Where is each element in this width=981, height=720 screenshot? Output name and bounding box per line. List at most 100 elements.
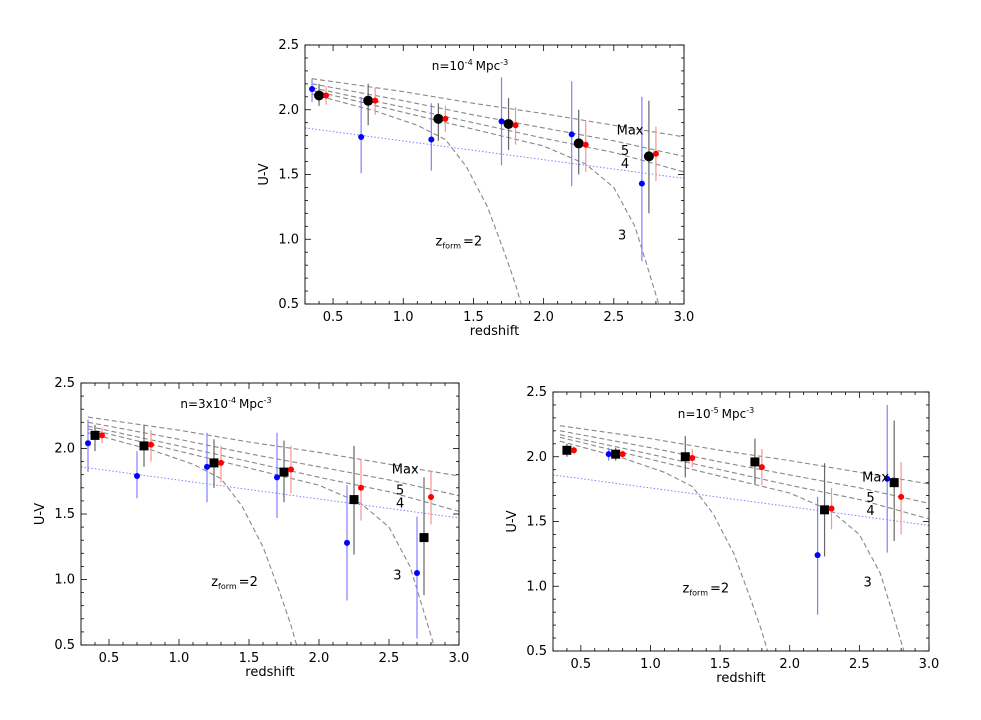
plot-frame [80,382,460,646]
model-curve-4 [559,440,769,651]
blue-point [358,133,365,140]
y-tick-label: 2.0 [54,442,75,457]
label-4: 4 [621,157,629,172]
y-tick-label: 2.5 [54,376,75,391]
label-4: 4 [396,496,404,511]
red-point [323,92,330,99]
panel-title-title-main: n=3x10 [180,397,228,411]
label-max: Max [862,470,889,485]
red-point [570,447,577,454]
y-tick-label: 1.5 [278,168,299,183]
black-point [349,495,359,505]
x-tick-label: 1.5 [239,651,260,666]
dotted-reference-line [553,474,929,526]
blue-point [884,475,891,482]
y-tick-label: 1.5 [54,507,75,522]
black-point [314,90,325,101]
y-tick-label: 1.5 [526,515,547,530]
model-curve-4 [87,432,298,645]
panel-title: n=3x10-4 Mpc-3 [180,396,271,411]
x-axis-label: redshift [470,324,519,339]
red-point [582,141,589,148]
label-3: 3 [618,228,626,243]
red-point [428,493,434,500]
plot-frame [304,44,685,305]
black-point [820,505,830,515]
y-tick-label: 0.5 [54,638,75,653]
y-tick-label: 2.5 [278,38,299,53]
x-tick-label: 0.5 [323,310,344,325]
label-zform: zform =2 [683,582,730,598]
model-curve-0 [311,78,684,138]
x-tick-label: 2.5 [379,651,400,666]
black-point [643,151,654,162]
y-tick-label: 0.5 [526,644,547,659]
panel-title-title-unit: Mpc [476,59,501,73]
panel-title: n=10-5 Mpc-3 [678,406,754,421]
model-curve-0 [87,416,459,477]
x-tick-label: 0.5 [99,651,120,666]
black-point [433,113,444,124]
chart-panel-bottom-left: 0.5 1.0 1.5 2.0 2.5 3.0 0.5 1.0 1.5 2.0 2.5 redshif… [33,376,469,680]
plot-area [81,416,459,645]
panel-title-title-unit-exp: -3 [746,406,754,415]
x-tick-label: 2.5 [849,657,870,672]
blue-point [414,569,420,576]
black-point [90,430,100,440]
x-tick-label: 3.0 [449,651,470,666]
red-point [689,455,696,462]
x-axis-label: redshift [245,665,294,680]
panel-title-title-unit: Mpc [722,407,747,421]
label-zform-val: =2 [463,235,482,250]
x-tick-label: 2.0 [779,657,800,672]
label-zform-sub: form [689,589,708,598]
x-tick-label: 1.5 [710,657,731,672]
dotted-reference-line [305,127,684,179]
black-point [419,533,429,543]
model-curve-3 [559,436,905,651]
red-point [758,464,765,471]
label-3: 3 [864,575,872,590]
chart-panel-bottom-right: 0.5 1.0 1.5 2.0 2.5 3.0 0.5 1.0 1.5 2.0 2.5 redshif… [505,385,939,686]
label-3: 3 [393,569,401,584]
blue-point [814,552,821,559]
blue-point [274,474,280,481]
label-zform-z: z [211,575,218,590]
black-point [889,478,899,488]
panel-title-title-exp: -5 [711,406,719,415]
label-5: 5 [621,144,629,159]
label-zform-z: z [436,235,443,250]
y-axis-label: U-V [33,503,48,525]
blue-point [428,136,435,143]
blue-point [568,131,575,138]
y-tick-label: 0.5 [278,297,299,312]
y-tick-label: 2.0 [526,450,547,465]
panel-title-title-exp: -4 [228,396,236,405]
blue-point [498,118,505,125]
plot-area [553,404,929,651]
y-axis-label: U-V [505,510,520,532]
x-tick-label: 2.0 [309,651,330,666]
blue-point [204,463,210,470]
chart-panel-top: 0.5 1.0 1.5 2.0 2.5 3.0 0.5 1.0 1.5 2.0 2.5 redshif… [257,38,694,339]
black-point [139,441,149,451]
blue-point [134,473,140,480]
model-curve-3 [87,428,435,645]
y-tick-label: 1.0 [526,579,547,594]
label-4: 4 [866,504,874,519]
model-curve-4 [311,93,522,304]
black-point [680,452,690,462]
black-point [750,457,760,467]
x-tick-label: 1.0 [169,651,190,666]
x-tick-label: 3.0 [919,657,940,672]
black-point [562,445,572,455]
label-zform-z: z [683,582,690,597]
panel-title-title-main: n=10 [678,407,711,421]
red-point [828,505,835,512]
red-point [442,115,449,122]
label-5: 5 [866,491,874,506]
black-point [279,467,289,477]
black-point [503,118,514,129]
y-tick-label: 2.5 [526,385,547,400]
red-point [898,493,905,500]
